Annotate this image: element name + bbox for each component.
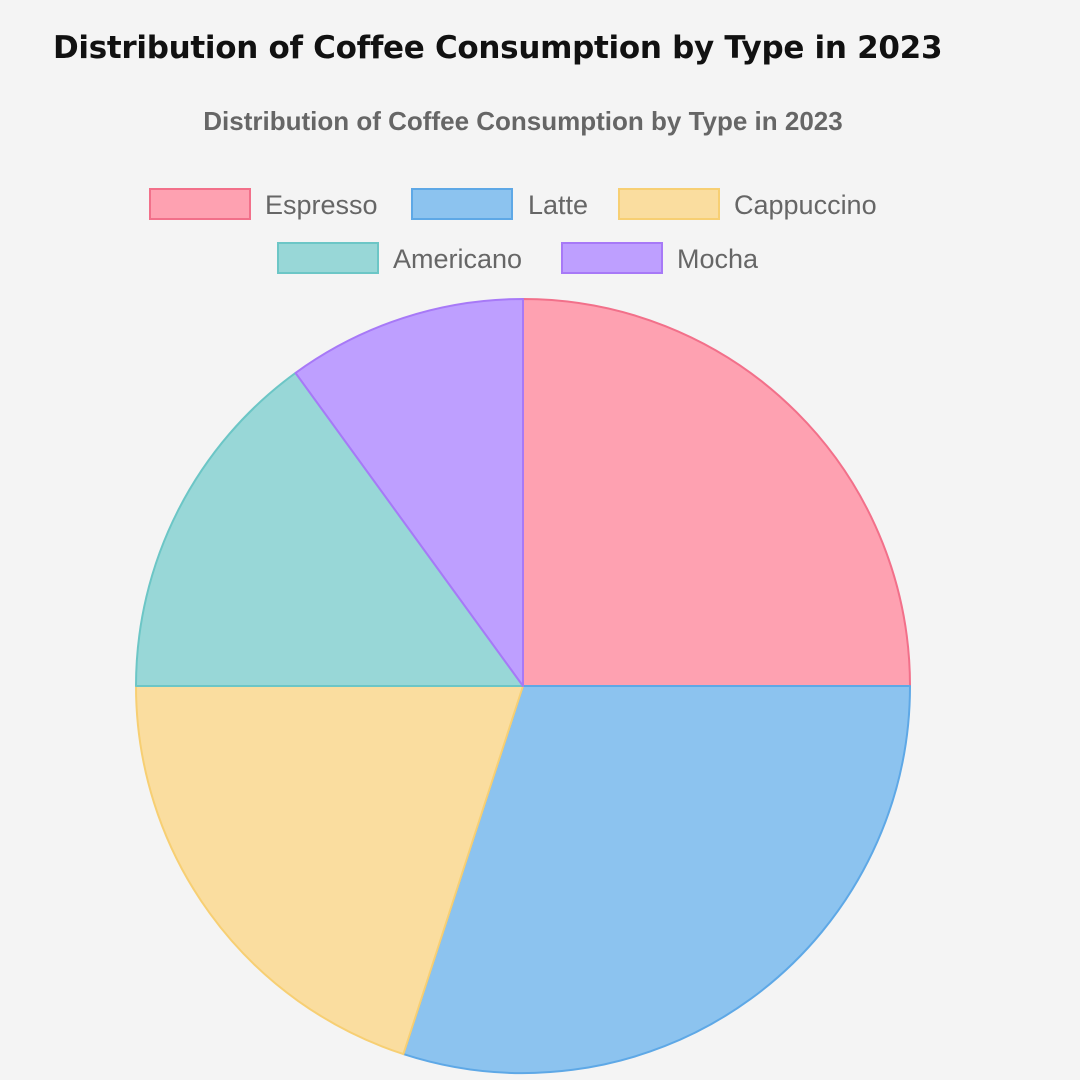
legend-label-americano: Americano	[393, 244, 522, 274]
legend-swatch-americano	[277, 242, 379, 274]
legend-item-espresso[interactable]: Espresso	[149, 188, 378, 220]
legend-swatch-mocha	[561, 242, 663, 274]
legend-label-espresso: Espresso	[265, 190, 378, 220]
pie-slice-americano[interactable]	[135, 371, 524, 687]
legend-item-latte[interactable]: Latte	[411, 188, 588, 220]
legend-swatch-cappuccino	[618, 188, 720, 220]
legend-swatch-espresso	[149, 188, 251, 220]
legend-item-cappuccino[interactable]: Cappuccino	[618, 188, 877, 220]
pie-slice-cappuccino[interactable]	[135, 685, 524, 1056]
chart-title: Distribution of Coffee Consumption by Ty…	[203, 106, 842, 136]
pie-slice-latte[interactable]	[402, 685, 911, 1074]
page-heading: Distribution of Coffee Consumption by Ty…	[53, 30, 943, 66]
legend-label-latte: Latte	[528, 190, 588, 220]
legend-item-mocha[interactable]: Mocha	[561, 242, 759, 274]
chart-legend: Espresso Latte Cappuccino Americano Moch…	[149, 188, 877, 274]
legend-label-mocha: Mocha	[677, 244, 759, 274]
pie-slices	[135, 298, 911, 1074]
legend-swatch-latte	[411, 188, 513, 220]
pie-slice-mocha[interactable]	[294, 298, 524, 687]
pie-slice-espresso[interactable]	[522, 298, 911, 687]
legend-item-americano[interactable]: Americano	[277, 242, 522, 274]
legend-label-cappuccino: Cappuccino	[734, 190, 877, 220]
